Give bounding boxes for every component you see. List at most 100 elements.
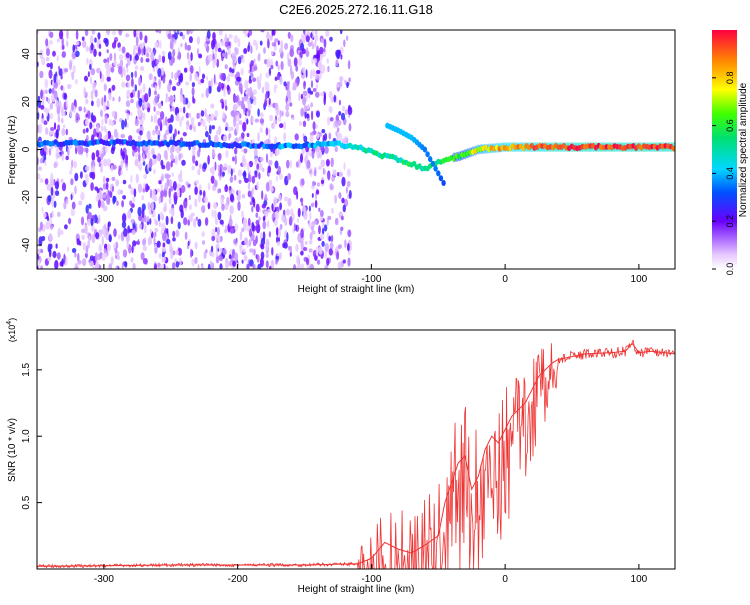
noise-speckle [128, 135, 133, 142]
colorbar-tick-label: 0.2 [725, 215, 735, 228]
noise-speckle [234, 80, 240, 86]
noise-speckle [118, 96, 121, 103]
noise-speckle [205, 125, 207, 131]
noise-speckle [83, 86, 86, 97]
noise-speckle [157, 117, 162, 127]
noise-speckle [201, 205, 206, 214]
spectrogram-x-tick-label: -200 [228, 274, 248, 285]
noise-speckle [131, 229, 136, 236]
noise-speckle [253, 100, 257, 106]
noise-speckle [37, 30, 40, 34]
noise-speckle [168, 124, 173, 133]
noise-speckle [129, 54, 132, 62]
noise-speckle [342, 105, 346, 112]
noise-speckle [134, 158, 139, 167]
noise-speckle [53, 200, 57, 208]
noise-speckle [226, 84, 230, 91]
noise-speckle [287, 81, 290, 86]
noise-speckle [37, 173, 41, 180]
noise-speckle [236, 76, 240, 82]
noise-speckle [139, 31, 143, 41]
noise-speckle [293, 223, 296, 232]
noise-speckle [98, 214, 101, 224]
noise-speckle [214, 110, 219, 118]
noise-speckle [223, 87, 226, 97]
noise-speckle [338, 81, 343, 88]
noise-speckle [169, 146, 174, 155]
noise-speckle [162, 118, 166, 127]
noise-speckle [338, 111, 342, 116]
noise-speckle [90, 68, 96, 76]
noise-speckle [333, 94, 337, 103]
secondary-track-point [425, 151, 430, 158]
noise-speckle [100, 109, 103, 118]
noise-speckle [95, 260, 100, 269]
noise-speckle [67, 146, 70, 157]
noise-speckle [302, 34, 306, 44]
noise-speckle [221, 203, 225, 211]
noise-speckle [112, 195, 117, 203]
noise-speckle [237, 189, 242, 196]
noise-speckle [227, 164, 232, 175]
noise-speckle [247, 162, 250, 172]
noise-speckle [113, 39, 117, 45]
noise-speckle [323, 92, 326, 101]
noise-speckle [276, 241, 281, 247]
secondary-track-point [430, 160, 436, 167]
noise-speckle [41, 56, 46, 66]
noise-speckle [106, 243, 111, 252]
noise-speckle [328, 91, 333, 99]
noise-speckle [96, 125, 100, 135]
noise-speckle [257, 80, 262, 90]
noise-speckle [234, 155, 237, 165]
noise-speckle [194, 241, 198, 250]
noise-speckle [265, 72, 270, 79]
noise-speckle [273, 41, 276, 47]
noise-speckle [329, 242, 334, 250]
noise-speckle [210, 175, 215, 184]
noise-speckle [37, 248, 41, 256]
noise-speckle [260, 237, 266, 246]
noise-speckle [106, 158, 112, 168]
noise-speckle [268, 179, 272, 184]
noise-speckle [305, 35, 310, 43]
noise-speckle [100, 125, 104, 132]
snr-series-line [37, 342, 675, 567]
noise-speckle [161, 165, 166, 170]
noise-speckle [168, 196, 172, 205]
noise-speckle [146, 52, 150, 58]
noise-speckle [139, 65, 145, 72]
noise-speckle [87, 211, 92, 219]
noise-speckle [211, 166, 215, 177]
noise-speckle [271, 203, 274, 212]
spectrogram-y-label: Frequency (Hz) [7, 116, 18, 185]
noise-speckle [117, 42, 121, 49]
noise-speckle [229, 176, 234, 183]
noise-speckle [67, 83, 72, 90]
noise-speckle [154, 95, 158, 104]
noise-speckle [74, 185, 77, 195]
noise-speckle [120, 160, 124, 169]
spectrogram-marks [37, 30, 675, 269]
noise-speckle [251, 116, 254, 124]
noise-speckle [242, 154, 246, 165]
noise-speckle [46, 48, 50, 57]
noise-speckle [311, 230, 316, 235]
noise-speckle [338, 99, 341, 106]
noise-speckle [233, 95, 239, 103]
noise-speckle [341, 215, 344, 221]
noise-speckle [323, 47, 326, 53]
noise-speckle [324, 146, 329, 154]
noise-speckle [89, 255, 94, 262]
noise-speckle [43, 120, 48, 125]
noise-speckle [336, 50, 340, 60]
noise-speckle [147, 149, 151, 160]
noise-speckle [345, 186, 348, 194]
noise-speckle [280, 60, 284, 71]
noise-speckle [219, 219, 224, 225]
noise-speckle [77, 259, 82, 265]
noise-speckle [53, 189, 56, 199]
noise-speckle [233, 252, 239, 262]
noise-speckle [120, 169, 123, 176]
noise-speckle [205, 130, 209, 138]
